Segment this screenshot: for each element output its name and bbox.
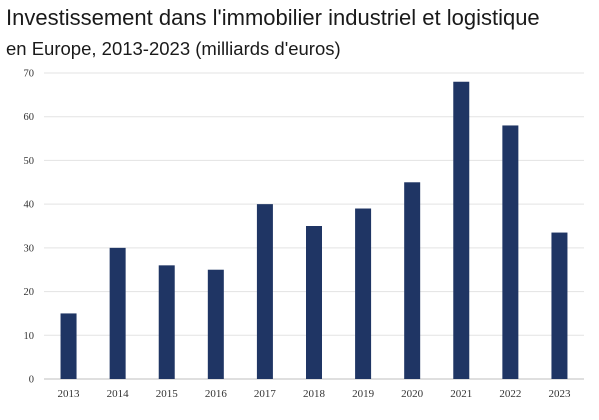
chart-title-line1: Investissement dans l'immobilier industr… xyxy=(6,5,540,30)
y-tick-label: 50 xyxy=(24,156,35,167)
bar xyxy=(551,232,568,379)
x-tick-label: 2015 xyxy=(156,388,179,400)
x-tick-label: 2022 xyxy=(499,388,521,400)
x-tick-label: 2019 xyxy=(352,388,375,400)
y-tick-label: 20 xyxy=(24,287,35,298)
y-tick-label: 70 xyxy=(24,69,35,80)
chart-title-line2: en Europe, 2013-2023 (milliards d'euros) xyxy=(6,38,341,59)
chart-title: Investissement dans l'immobilier industr… xyxy=(6,2,596,64)
bar xyxy=(306,226,322,379)
y-tick-label: 60 xyxy=(24,112,35,123)
bar xyxy=(158,265,175,379)
x-tick-label: 2023 xyxy=(548,388,571,400)
bar xyxy=(60,313,77,379)
x-tick-label: 2013 xyxy=(58,388,81,400)
bar xyxy=(109,247,126,379)
bar xyxy=(256,204,273,379)
bar xyxy=(502,125,519,379)
bar xyxy=(453,81,470,379)
bar xyxy=(404,182,421,379)
bar xyxy=(207,269,224,379)
bar xyxy=(355,208,372,379)
y-tick-label: 40 xyxy=(24,200,35,211)
y-tick-label: 0 xyxy=(29,375,34,386)
x-tick-label: 2018 xyxy=(303,388,326,400)
x-tick-label: 2016 xyxy=(205,388,228,400)
x-tick-label: 2014 xyxy=(107,388,130,400)
y-tick-label: 30 xyxy=(24,243,35,254)
x-tick-label: 2020 xyxy=(401,388,424,400)
x-tick-label: 2017 xyxy=(254,388,277,400)
y-tick-label: 10 xyxy=(24,331,35,342)
x-tick-label: 2021 xyxy=(450,388,472,400)
